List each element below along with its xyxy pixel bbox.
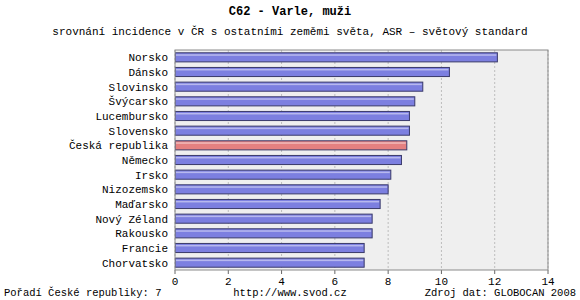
tick-mark bbox=[388, 270, 389, 274]
bar bbox=[175, 199, 380, 208]
annotation: Pořadí České republiky: 7 bbox=[4, 286, 162, 299]
tick-mark bbox=[228, 270, 229, 274]
bar-highlight bbox=[176, 230, 371, 232]
bar bbox=[175, 97, 415, 106]
tick-mark bbox=[494, 270, 495, 274]
bar bbox=[175, 243, 364, 252]
category-label: Nový Zéland bbox=[95, 214, 168, 226]
grid-line bbox=[494, 50, 495, 270]
bar bbox=[175, 141, 407, 150]
subtitle: srovnání incidence v ČR s ostatními země… bbox=[52, 25, 527, 38]
bar-highlight bbox=[176, 69, 448, 71]
bar-highlight bbox=[176, 98, 414, 100]
bar bbox=[175, 258, 364, 267]
tick-mark bbox=[548, 270, 549, 274]
bar-highlight bbox=[176, 201, 379, 203]
plot-background bbox=[175, 50, 548, 270]
category-label: Chorvatsko bbox=[102, 258, 168, 270]
category-label: Dánsko bbox=[128, 67, 168, 79]
tick-label: 8 bbox=[385, 276, 392, 288]
bar-highlight bbox=[176, 84, 422, 86]
tick-mark bbox=[281, 270, 282, 274]
category-label: Francie bbox=[122, 243, 168, 255]
tick-mark bbox=[441, 270, 442, 274]
bar bbox=[175, 155, 401, 164]
chart-svg: C62 - Varle, muži srovnání incidence v ČR… bbox=[0, 0, 580, 300]
bar bbox=[175, 53, 497, 62]
category-label: Irsko bbox=[135, 170, 168, 182]
bar bbox=[175, 229, 372, 238]
bar-highlight bbox=[176, 186, 387, 188]
bar-highlight bbox=[176, 260, 363, 262]
category-label: Nizozemsko bbox=[102, 184, 168, 196]
category-label: Rakousko bbox=[115, 228, 168, 240]
bar bbox=[175, 67, 449, 76]
bar-highlight bbox=[176, 216, 371, 218]
annotation: Zdroj dat: GLOBOCAN 2008 bbox=[425, 287, 576, 299]
category-label: Švýcarsko bbox=[109, 95, 168, 108]
chart-container: C62 - Varle, muži srovnání incidence v ČR… bbox=[0, 0, 580, 300]
category-label: Slovensko bbox=[109, 126, 168, 138]
bar bbox=[175, 82, 423, 91]
bar-highlight bbox=[176, 54, 496, 56]
plot-frame bbox=[175, 50, 548, 270]
bar-highlight bbox=[176, 113, 408, 115]
bar bbox=[175, 111, 409, 120]
bar-highlight bbox=[176, 172, 390, 174]
title: C62 - Varle, muži bbox=[229, 5, 351, 19]
bar-highlight bbox=[176, 142, 406, 144]
bar-highlight bbox=[176, 128, 408, 129]
tick-label: 0 bbox=[172, 276, 179, 288]
grid-line bbox=[441, 50, 442, 270]
bar-highlight bbox=[176, 245, 363, 247]
category-label: Norsko bbox=[128, 52, 168, 64]
category-label: Slovinsko bbox=[109, 82, 168, 94]
tick-mark bbox=[175, 270, 176, 274]
category-label: Maďarsko bbox=[115, 199, 168, 211]
bar bbox=[175, 214, 372, 223]
category-label: Německo bbox=[122, 155, 168, 167]
tick-label: 2 bbox=[225, 276, 232, 288]
category-label: Česká republika bbox=[69, 139, 168, 152]
category-label: Lucembursko bbox=[95, 111, 168, 123]
bar bbox=[175, 126, 409, 135]
bar bbox=[175, 185, 388, 194]
bar-highlight bbox=[176, 157, 400, 159]
tick-mark bbox=[334, 270, 335, 274]
bar bbox=[175, 170, 391, 179]
bars bbox=[175, 53, 497, 267]
annotation: http://www.svod.cz bbox=[233, 287, 346, 299]
